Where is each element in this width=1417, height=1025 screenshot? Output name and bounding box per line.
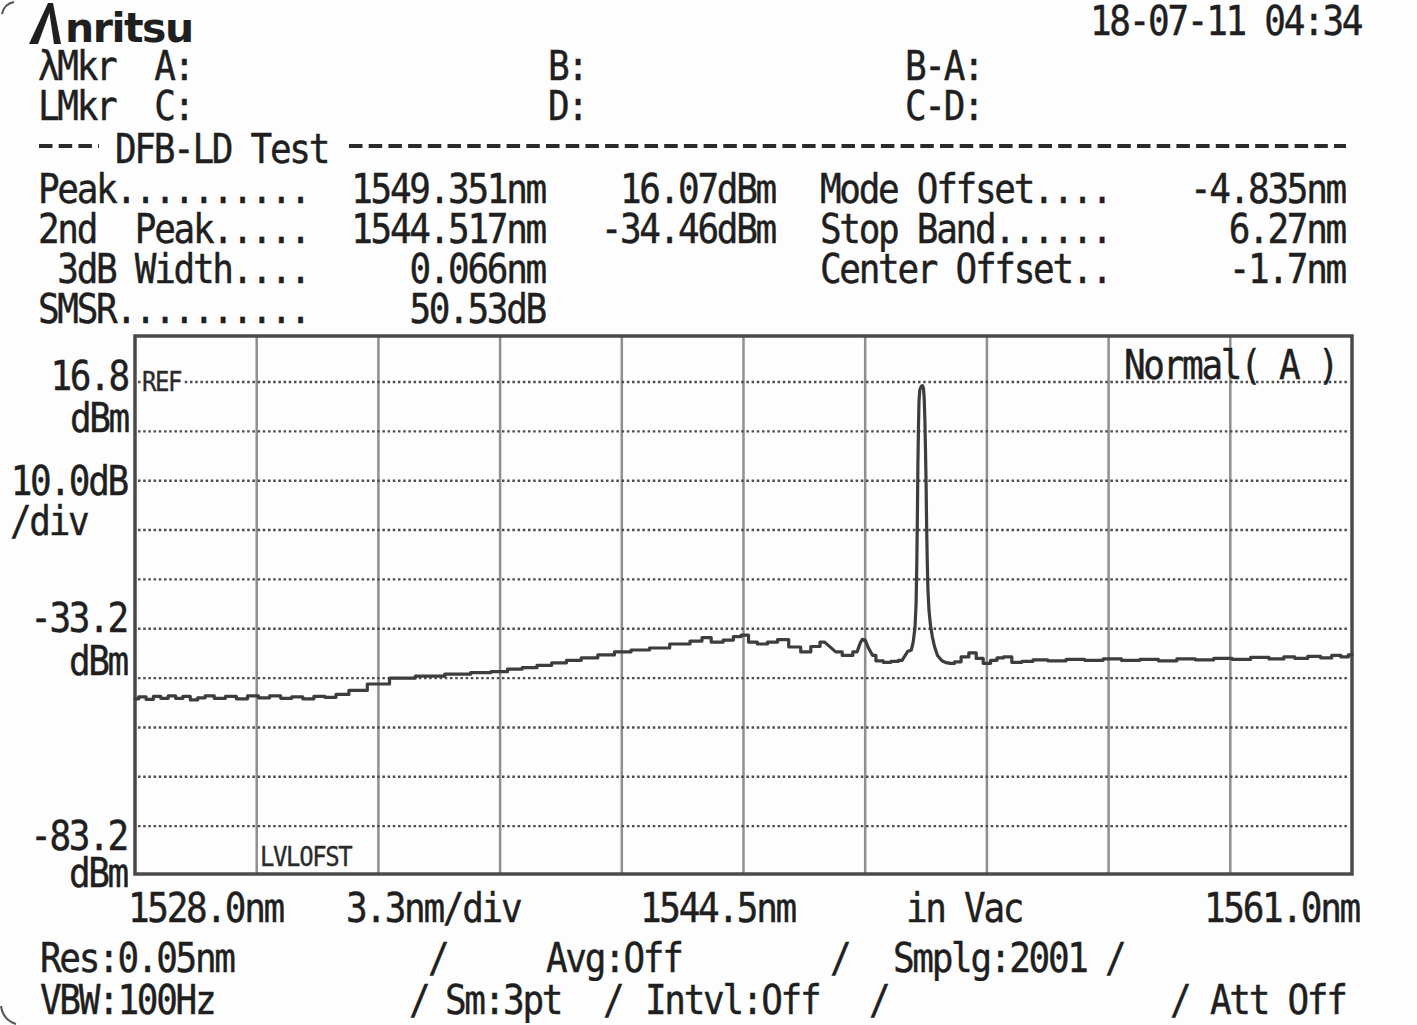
marker-row2-label: LMkr C: xyxy=(38,86,193,127)
y-mid-unit: dBm xyxy=(69,641,127,682)
marker-d: D: xyxy=(548,86,587,127)
status-slash6: / xyxy=(869,980,888,1021)
status-intvl: Intvl:Off xyxy=(645,980,819,1021)
datetime: 18-07-11 04:34 xyxy=(1090,1,1361,42)
stop-band-value: 6.27nm xyxy=(1229,209,1345,250)
status-slash3: / xyxy=(1105,938,1124,979)
y-bottom-unit: dBm xyxy=(69,853,127,894)
stop-band-label: Stop Band...... xyxy=(820,209,1111,250)
ref-line-label: REF xyxy=(142,368,184,395)
y-scale-value: 10.0dB xyxy=(11,461,127,502)
status-slash5: / xyxy=(603,980,622,1021)
y-scale-unit: /div xyxy=(10,501,88,542)
marker-row1-label: λMkr A: xyxy=(38,46,193,87)
status-slash4: / xyxy=(409,980,428,1021)
y-ref-unit: dBm xyxy=(70,398,128,439)
x-axis-start: 1528.0nm xyxy=(128,888,283,929)
second-peak-label: 2nd Peak..... xyxy=(38,209,309,250)
y-mid-value: -33.2 xyxy=(30,598,127,639)
width-3db-label: 3dB Width.... xyxy=(38,249,309,290)
test-title: DFB-LD Test xyxy=(115,129,328,170)
marker-b: B: xyxy=(548,46,587,87)
status-sm: Sm:3pt xyxy=(445,980,561,1021)
status-res: Res:0.05nm xyxy=(40,938,234,979)
status-slash7: / xyxy=(1170,980,1189,1021)
logo-caret-right xyxy=(48,3,61,44)
y-ref-value: 16.8 xyxy=(51,356,129,397)
status-avg: Avg:Off xyxy=(546,938,682,979)
status-slash2: / xyxy=(830,938,849,979)
peak-wavelength: 1549.351nm xyxy=(351,169,545,210)
status-att: Att Off xyxy=(1210,980,1346,1021)
peak-label: Peak.......... xyxy=(38,169,309,210)
instrument-screen: nritsu 18-07-11 04:34 λMkr A: B: B-A: LM… xyxy=(0,0,1417,1025)
status-smplg: Smplg:2001 xyxy=(893,938,1087,979)
second-peak-level: -34.46dBm xyxy=(601,209,775,250)
status-slash1: / xyxy=(428,938,447,979)
center-offset-value: -1.7nm xyxy=(1229,249,1345,290)
mode-offset-label: Mode Offset.... xyxy=(820,169,1111,210)
marker-cd: C-D: xyxy=(905,86,983,127)
x-axis-end: 1561.0nm xyxy=(1204,888,1359,929)
x-axis-vac: in Vac xyxy=(906,888,1022,929)
smsr-label: SMSR.......... xyxy=(38,289,309,330)
status-vbw: VBW:100Hz xyxy=(40,980,214,1021)
second-peak-wavelength: 1544.517nm xyxy=(351,209,545,250)
smsr-value: 50.53dB xyxy=(409,289,545,330)
x-axis-center: 1544.5nm xyxy=(640,888,795,929)
marker-ba: B-A: xyxy=(905,46,983,87)
center-offset-label: Center Offset.. xyxy=(820,249,1111,290)
peak-level: 16.07dBm xyxy=(620,169,775,210)
trace-mode-label: Normal( A ) xyxy=(1124,345,1337,386)
x-axis-div: 3.3nm/div xyxy=(346,888,520,929)
mode-offset-value: -4.835nm xyxy=(1190,169,1345,210)
width-3db-value: 0.066nm xyxy=(409,249,545,290)
lvl-offset-label: LVLOFST xyxy=(260,843,351,870)
